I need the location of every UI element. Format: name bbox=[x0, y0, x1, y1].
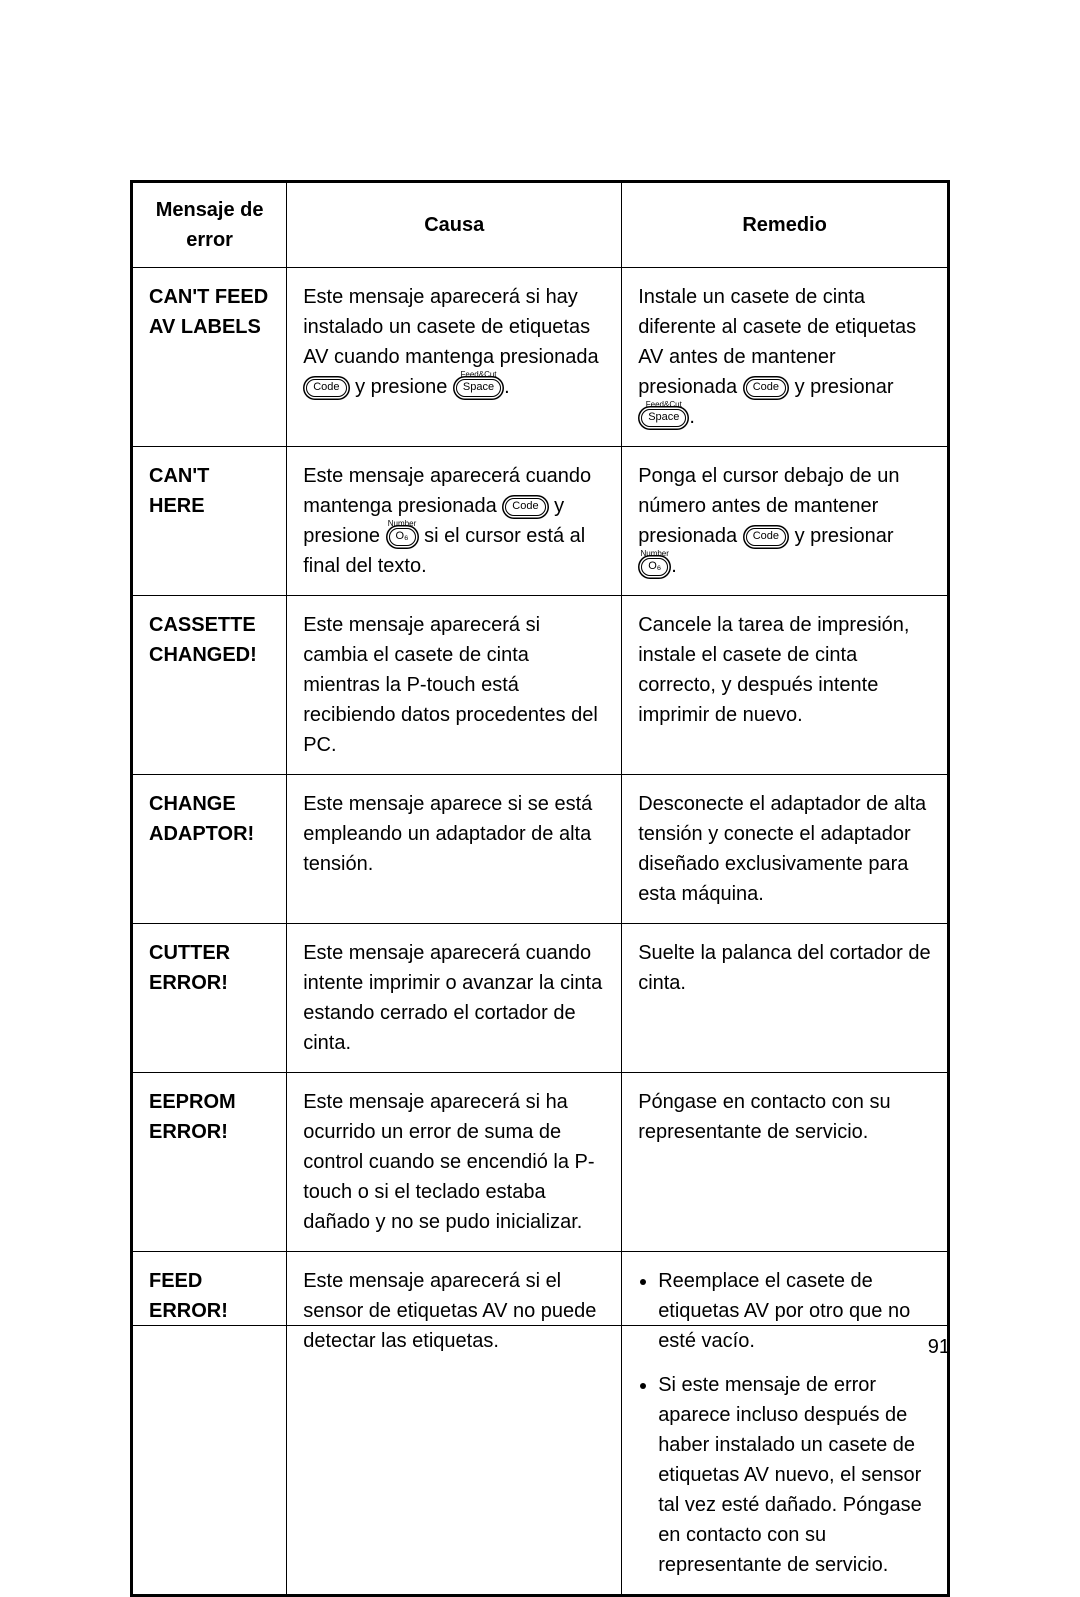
table-row: CAN'T HERE Este mensaje aparecerá cuando… bbox=[132, 447, 949, 596]
remedy-text: y presionar bbox=[795, 376, 894, 398]
error-messages-table: Mensaje de error Causa Remedio CAN'T FEE… bbox=[130, 180, 950, 1597]
cause-cell: Este mensaje aparecerá si cambia el case… bbox=[287, 596, 622, 775]
error-name: CUTTER ERROR! bbox=[132, 924, 287, 1073]
cause-cell: Este mensaje aparecerá si el sensor de e… bbox=[287, 1252, 622, 1596]
key-space: Feed&Cut Space bbox=[641, 409, 686, 427]
list-item: Reemplace el casete de etiquetas AV por … bbox=[658, 1266, 931, 1356]
remedy-cell: Instale un casete de cinta diferente al … bbox=[622, 268, 949, 447]
cause-text: Este mensaje aparecerá cuando mantenga p… bbox=[303, 465, 591, 517]
key-superscript: Number bbox=[640, 548, 668, 559]
error-name: CASSETTE CHANGED! bbox=[132, 596, 287, 775]
table-row: EEPROM ERROR! Este mensaje aparecerá si … bbox=[132, 1073, 949, 1252]
key-label: O₆ bbox=[648, 560, 661, 572]
table-header-row: Mensaje de error Causa Remedio bbox=[132, 182, 949, 268]
key-label: O₆ bbox=[396, 530, 409, 542]
table-row: CASSETTE CHANGED! Este mensaje aparecerá… bbox=[132, 596, 949, 775]
error-name: CAN'T FEED AV LABELS bbox=[132, 268, 287, 447]
list-item: Si este mensaje de error aparece incluso… bbox=[658, 1370, 931, 1580]
remedy-cell: Cancele la tarea de impresión, instale e… bbox=[622, 596, 949, 775]
remedy-cell: Desconecte el adaptador de alta tensión … bbox=[622, 775, 949, 924]
remedy-text: y presionar bbox=[795, 525, 894, 547]
header-cause: Causa bbox=[287, 182, 622, 268]
cause-text: . bbox=[504, 376, 510, 398]
header-error: Mensaje de error bbox=[132, 182, 287, 268]
key-code: Code bbox=[306, 379, 346, 397]
key-superscript: Feed&Cut bbox=[646, 399, 682, 410]
table-row: CAN'T FEED AV LABELS Este mensaje aparec… bbox=[132, 268, 949, 447]
error-name: EEPROM ERROR! bbox=[132, 1073, 287, 1252]
document-page: Mensaje de error Causa Remedio CAN'T FEE… bbox=[0, 0, 1080, 1597]
key-code: Code bbox=[746, 528, 786, 546]
remedy-text: . bbox=[671, 555, 677, 577]
page-footer: 91 bbox=[130, 1325, 950, 1326]
key-code: Code bbox=[746, 379, 786, 397]
cause-text: y presione bbox=[355, 376, 453, 398]
cause-cell: Este mensaje aparecerá cuando mantenga p… bbox=[287, 447, 622, 596]
cause-cell: Este mensaje aparece si se está empleand… bbox=[287, 775, 622, 924]
cause-text: Este mensaje aparecerá si hay instalado … bbox=[303, 286, 598, 368]
key-o6: Number O₆ bbox=[641, 558, 668, 576]
table-row: FEED ERROR! Este mensaje aparecerá si el… bbox=[132, 1252, 949, 1596]
key-o6: Number O₆ bbox=[389, 528, 416, 546]
key-superscript: Number bbox=[388, 518, 416, 529]
remedy-cell: Ponga el cursor debajo de un número ante… bbox=[622, 447, 949, 596]
key-code: Code bbox=[505, 498, 545, 516]
table-row: CUTTER ERROR! Este mensaje aparecerá cua… bbox=[132, 924, 949, 1073]
key-superscript: Feed&Cut bbox=[461, 369, 497, 380]
error-name: CAN'T HERE bbox=[132, 447, 287, 596]
remedy-cell: Póngase en contacto con su representante… bbox=[622, 1073, 949, 1252]
key-label: Space bbox=[463, 381, 494, 393]
remedy-cell: Reemplace el casete de etiquetas AV por … bbox=[622, 1252, 949, 1596]
remedy-text: . bbox=[689, 406, 695, 428]
key-space: Feed&Cut Space bbox=[456, 379, 501, 397]
table-row: CHANGE ADAPTOR! Este mensaje aparece si … bbox=[132, 775, 949, 924]
remedy-cell: Suelte la palanca del cortador de cinta. bbox=[622, 924, 949, 1073]
page-number: 91 bbox=[928, 1336, 950, 1359]
remedy-list: Reemplace el casete de etiquetas AV por … bbox=[638, 1266, 931, 1580]
error-name: FEED ERROR! bbox=[132, 1252, 287, 1596]
cause-cell: Este mensaje aparecerá si ha ocurrido un… bbox=[287, 1073, 622, 1252]
key-label: Space bbox=[648, 411, 679, 423]
header-remedy: Remedio bbox=[622, 182, 949, 268]
cause-cell: Este mensaje aparecerá cuando intente im… bbox=[287, 924, 622, 1073]
cause-cell: Este mensaje aparecerá si hay instalado … bbox=[287, 268, 622, 447]
error-name: CHANGE ADAPTOR! bbox=[132, 775, 287, 924]
